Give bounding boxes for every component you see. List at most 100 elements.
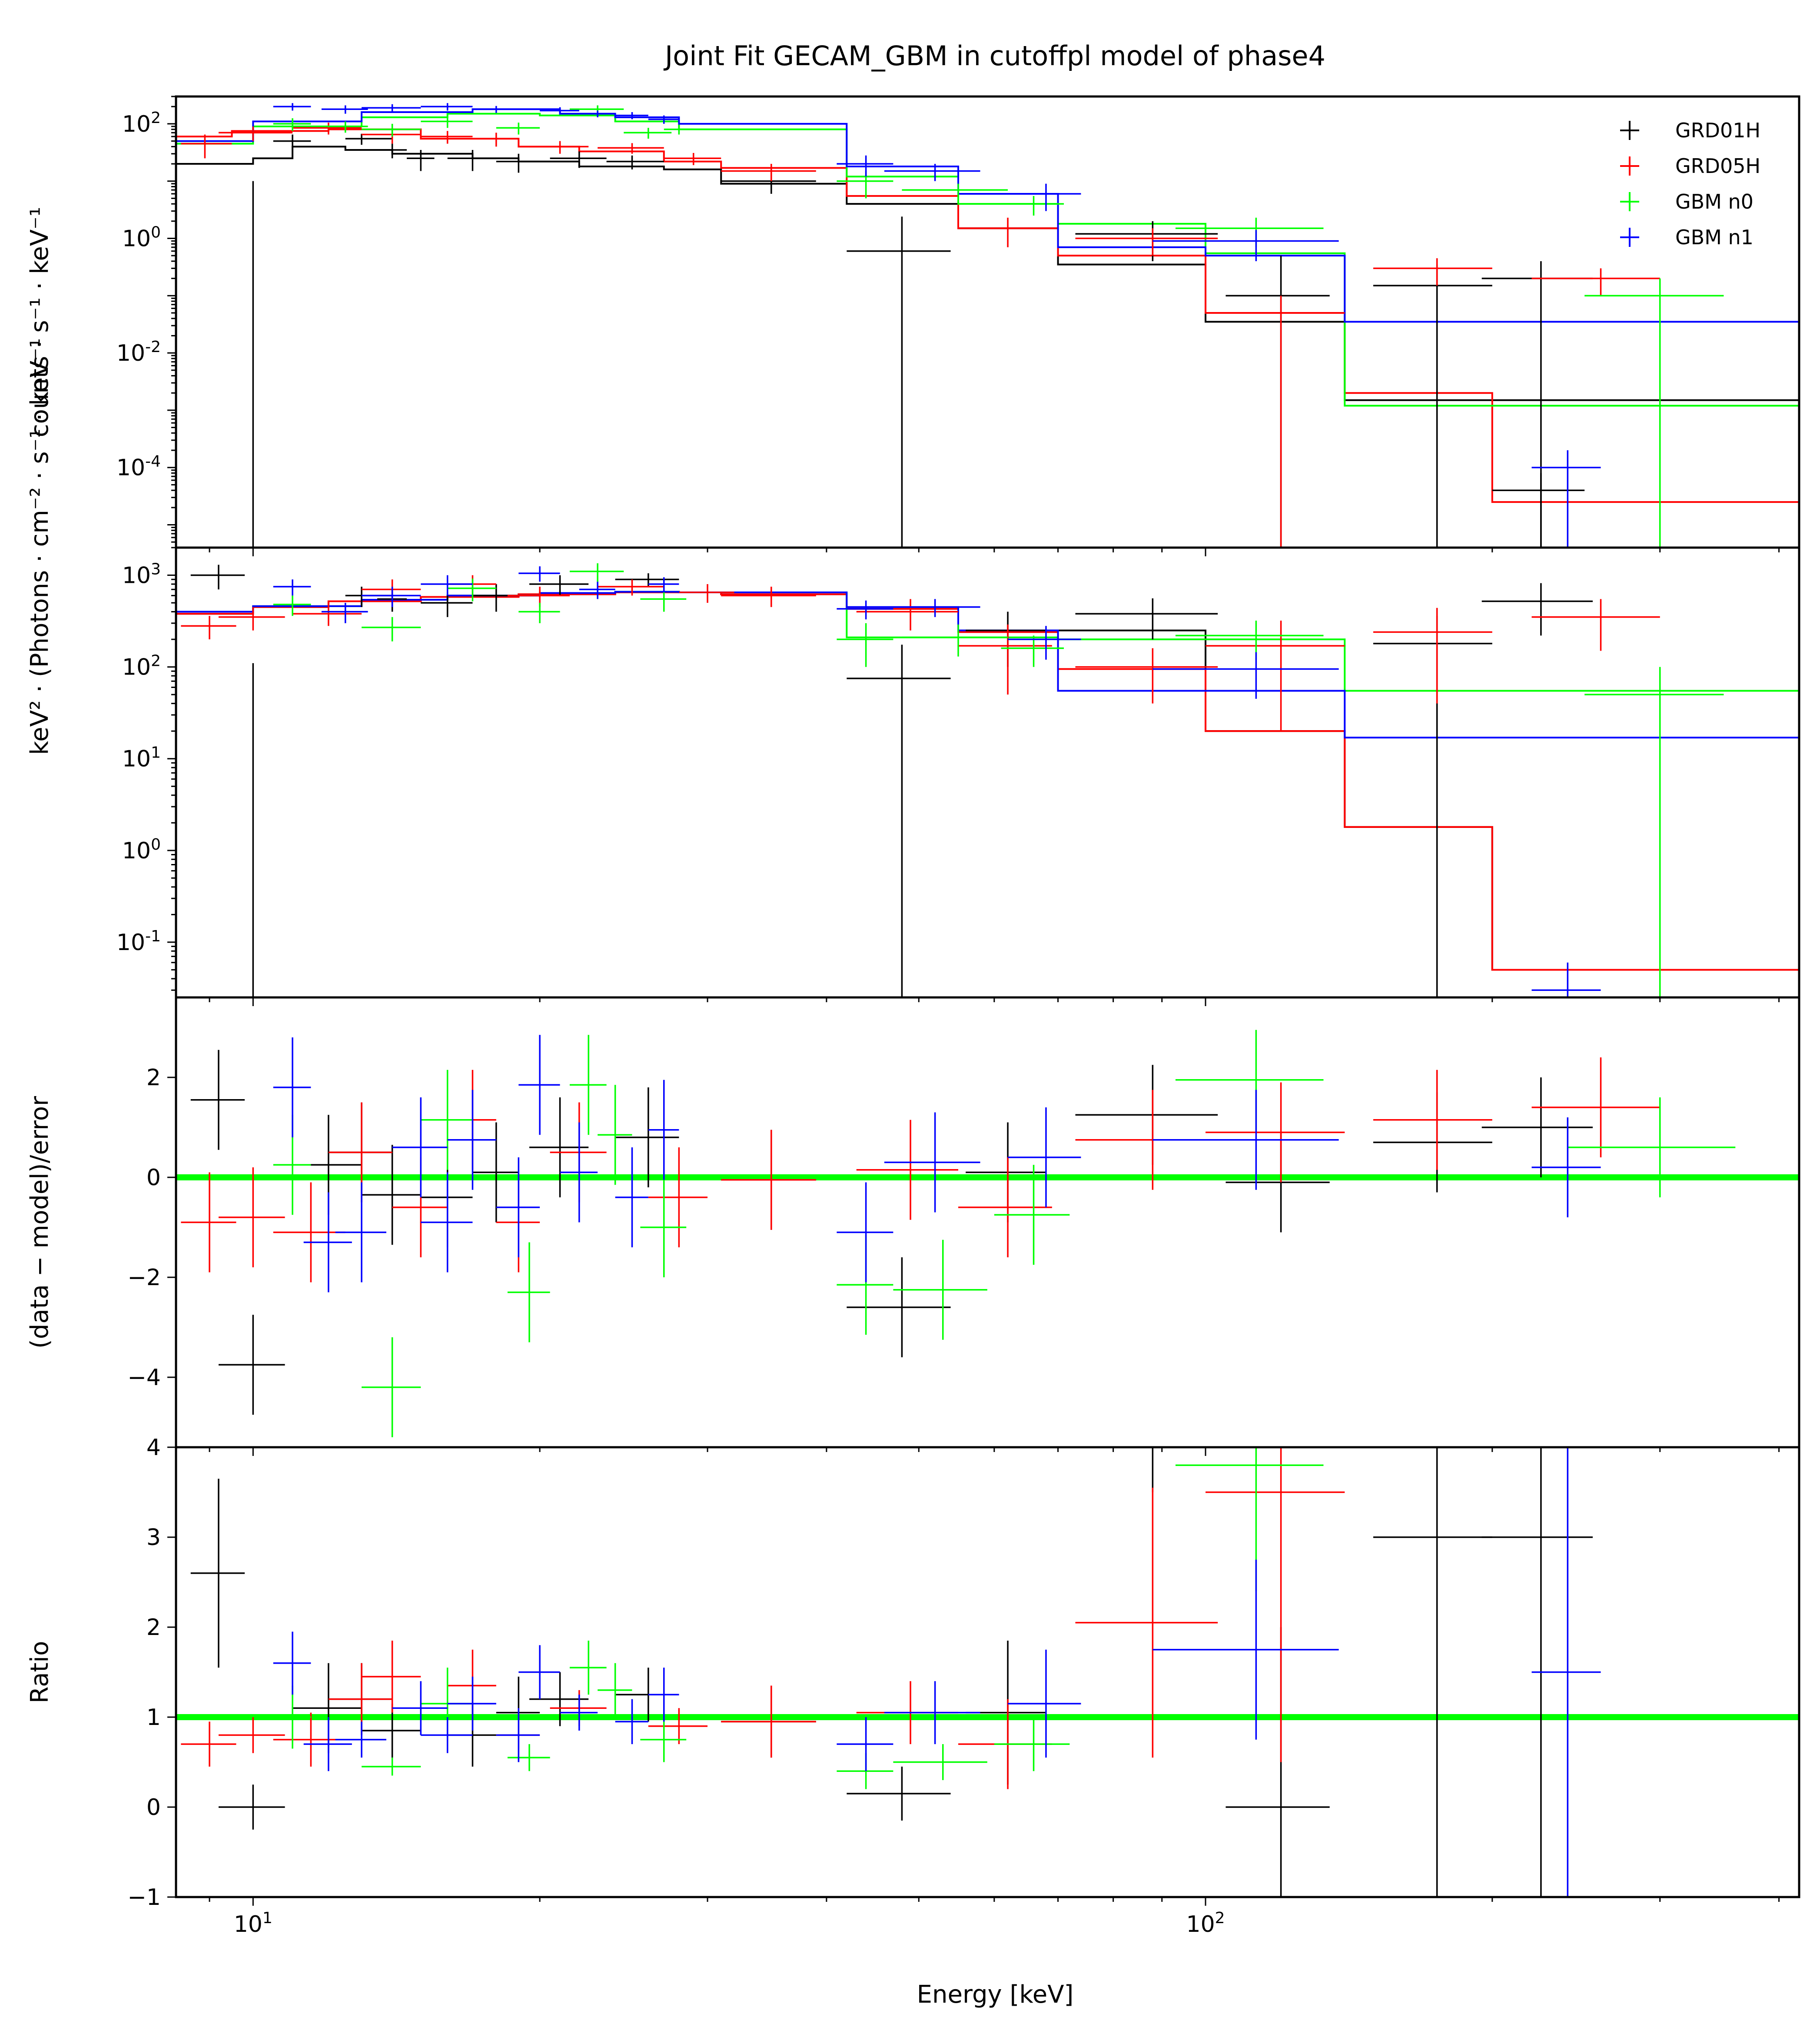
data-point-grd01h — [1481, 583, 1593, 636]
data-point-gbm-n0 — [321, 121, 368, 133]
data-point-grd01h — [550, 151, 607, 168]
y-axis-label-residuals: (data − model)/error — [26, 1096, 54, 1349]
data-point-gbm-n1 — [1152, 230, 1339, 261]
plot-area-eeufspec — [176, 563, 1799, 997]
data-point-gbm-n0 — [598, 1085, 632, 1185]
data-point-grd05h — [273, 1182, 345, 1283]
data-point-gbm-n1 — [615, 112, 648, 120]
x-axis-label: Energy [keV] — [917, 1980, 1074, 2009]
data-point-grd01h — [190, 1050, 245, 1150]
data-point-grd01h — [218, 1315, 285, 1415]
data-point-gbm-n1 — [273, 1037, 311, 1137]
data-point-grd05h — [1373, 608, 1492, 704]
data-point-grd01h — [847, 1766, 951, 1821]
data-point-gbm-n1 — [421, 575, 473, 596]
plot-area-residuals — [176, 1030, 1799, 1437]
y-tick-label: −4 — [127, 1365, 161, 1391]
data-point-grd05h — [598, 579, 664, 596]
data-point-gbm-n1 — [1152, 652, 1339, 699]
x-tick-label: 102 — [1186, 1909, 1225, 1938]
data-point-grd01h — [1481, 1077, 1593, 1177]
legend-label: GBM n1 — [1675, 226, 1754, 249]
data-point-gbm-n0 — [624, 128, 672, 139]
data-point-gbm-n1 — [303, 1192, 352, 1293]
data-point-grd05h — [529, 141, 589, 154]
data-point-gbm-n0 — [518, 603, 560, 623]
data-point-grd05h — [958, 217, 1052, 247]
data-point-gbm-n1 — [392, 1097, 448, 1197]
data-point-gbm-n0 — [902, 183, 1008, 199]
data-point-gbm-n0 — [362, 1337, 421, 1437]
data-point-grd05h — [181, 134, 232, 159]
data-point-gbm-n0 — [569, 1035, 607, 1135]
data-point-gbm-n1 — [579, 582, 615, 599]
data-point-grd01h — [847, 1257, 951, 1357]
data-point-grd01h — [447, 150, 496, 171]
legend-entry: GBM n1 — [1620, 226, 1754, 249]
data-point-gbm-n0 — [640, 1717, 687, 1762]
y-tick-label: −1 — [127, 1884, 161, 1911]
panel-frame — [175, 1446, 1800, 1898]
data-point-grd05h — [421, 131, 473, 144]
data-point-gbm-n1 — [335, 1721, 386, 1758]
y-axis-label-ratio: Ratio — [26, 1641, 54, 1704]
data-point-gbm-n1 — [496, 1157, 540, 1257]
data-point-grd05h — [1373, 1070, 1492, 1170]
data-point-gbm-n1 — [321, 603, 368, 623]
data-point-gbm-n1 — [518, 566, 560, 582]
data-point-grd01h — [615, 1087, 679, 1187]
data-point-grd05h — [958, 1157, 1052, 1257]
y-axis-label-counts: counts · s⁻¹ · keV⁻¹ — [26, 207, 54, 437]
data-point-gbm-n1 — [615, 1147, 648, 1247]
data-point-grd01h — [190, 1479, 245, 1668]
data-point-grd05h — [1206, 1447, 1345, 1762]
data-point-gbm-n1 — [1008, 626, 1081, 660]
data-point-gbm-n1 — [615, 1699, 648, 1745]
data-point-gbm-n1 — [273, 103, 311, 111]
data-point-grd01h — [529, 575, 589, 596]
y-tick-label: 1 — [146, 1705, 161, 1731]
data-point-grd05h — [218, 1717, 285, 1753]
data-point-gbm-n1 — [392, 1681, 448, 1735]
x-tick-label: 101 — [234, 1909, 272, 1938]
data-point-gbm-n1 — [362, 104, 421, 112]
data-point-gbm-n1 — [560, 1122, 598, 1223]
data-point-gbm-n1 — [648, 577, 679, 593]
data-point-grd05h — [1075, 228, 1218, 256]
data-point-grd05h — [598, 143, 664, 154]
data-point-grd05h — [958, 625, 1052, 695]
chart-title: Joint Fit GECAM_GBM in cutoffpl model of… — [663, 40, 1325, 72]
data-point-gbm-n1 — [560, 1695, 598, 1731]
y-tick-label: 0 — [146, 1794, 161, 1821]
data-point-grd05h — [1075, 648, 1218, 704]
model-step-gbm-n1 — [176, 108, 1799, 323]
data-point-grd05h — [292, 123, 362, 135]
plot-area-ratio — [176, 1447, 1799, 1897]
data-point-gbm-n0 — [640, 589, 687, 612]
data-point-gbm-n1 — [1152, 1559, 1339, 1740]
data-point-gbm-n0 — [362, 123, 421, 137]
data-point-gbm-n1 — [518, 1645, 560, 1699]
data-point-grd05h — [721, 1130, 816, 1230]
data-point-grd01h — [362, 1145, 421, 1245]
y-tick-label: 103 — [122, 560, 161, 589]
data-point-gbm-n1 — [273, 1632, 311, 1695]
data-point-gbm-n1 — [1008, 1107, 1081, 1207]
y-tick-label: −2 — [127, 1265, 161, 1291]
panel-ratio: 4 3 2 1 0 −1 Ratio — [26, 1435, 1800, 1911]
legend: GRD01H GRD05H GBM n0 GBM n1 — [1620, 119, 1760, 249]
data-point-grd01h — [421, 592, 473, 617]
data-point-gbm-n0 — [640, 1177, 687, 1277]
data-point-grd05h — [181, 1721, 236, 1767]
data-point-gbm-n0 — [598, 1663, 632, 1717]
data-point-grd05h — [181, 1172, 236, 1273]
data-point-grd05h — [648, 1147, 708, 1247]
data-point-gbm-n0 — [1175, 1447, 1324, 1592]
data-point-gbm-n1 — [837, 600, 893, 620]
data-point-gbm-n1 — [518, 1035, 560, 1135]
data-point-gbm-n1 — [421, 103, 473, 111]
legend-entry: GRD05H — [1620, 154, 1760, 178]
data-point-grd05h — [362, 1641, 421, 1713]
data-point-gbm-n0 — [994, 1165, 1070, 1265]
data-point-grd05h — [218, 607, 285, 631]
